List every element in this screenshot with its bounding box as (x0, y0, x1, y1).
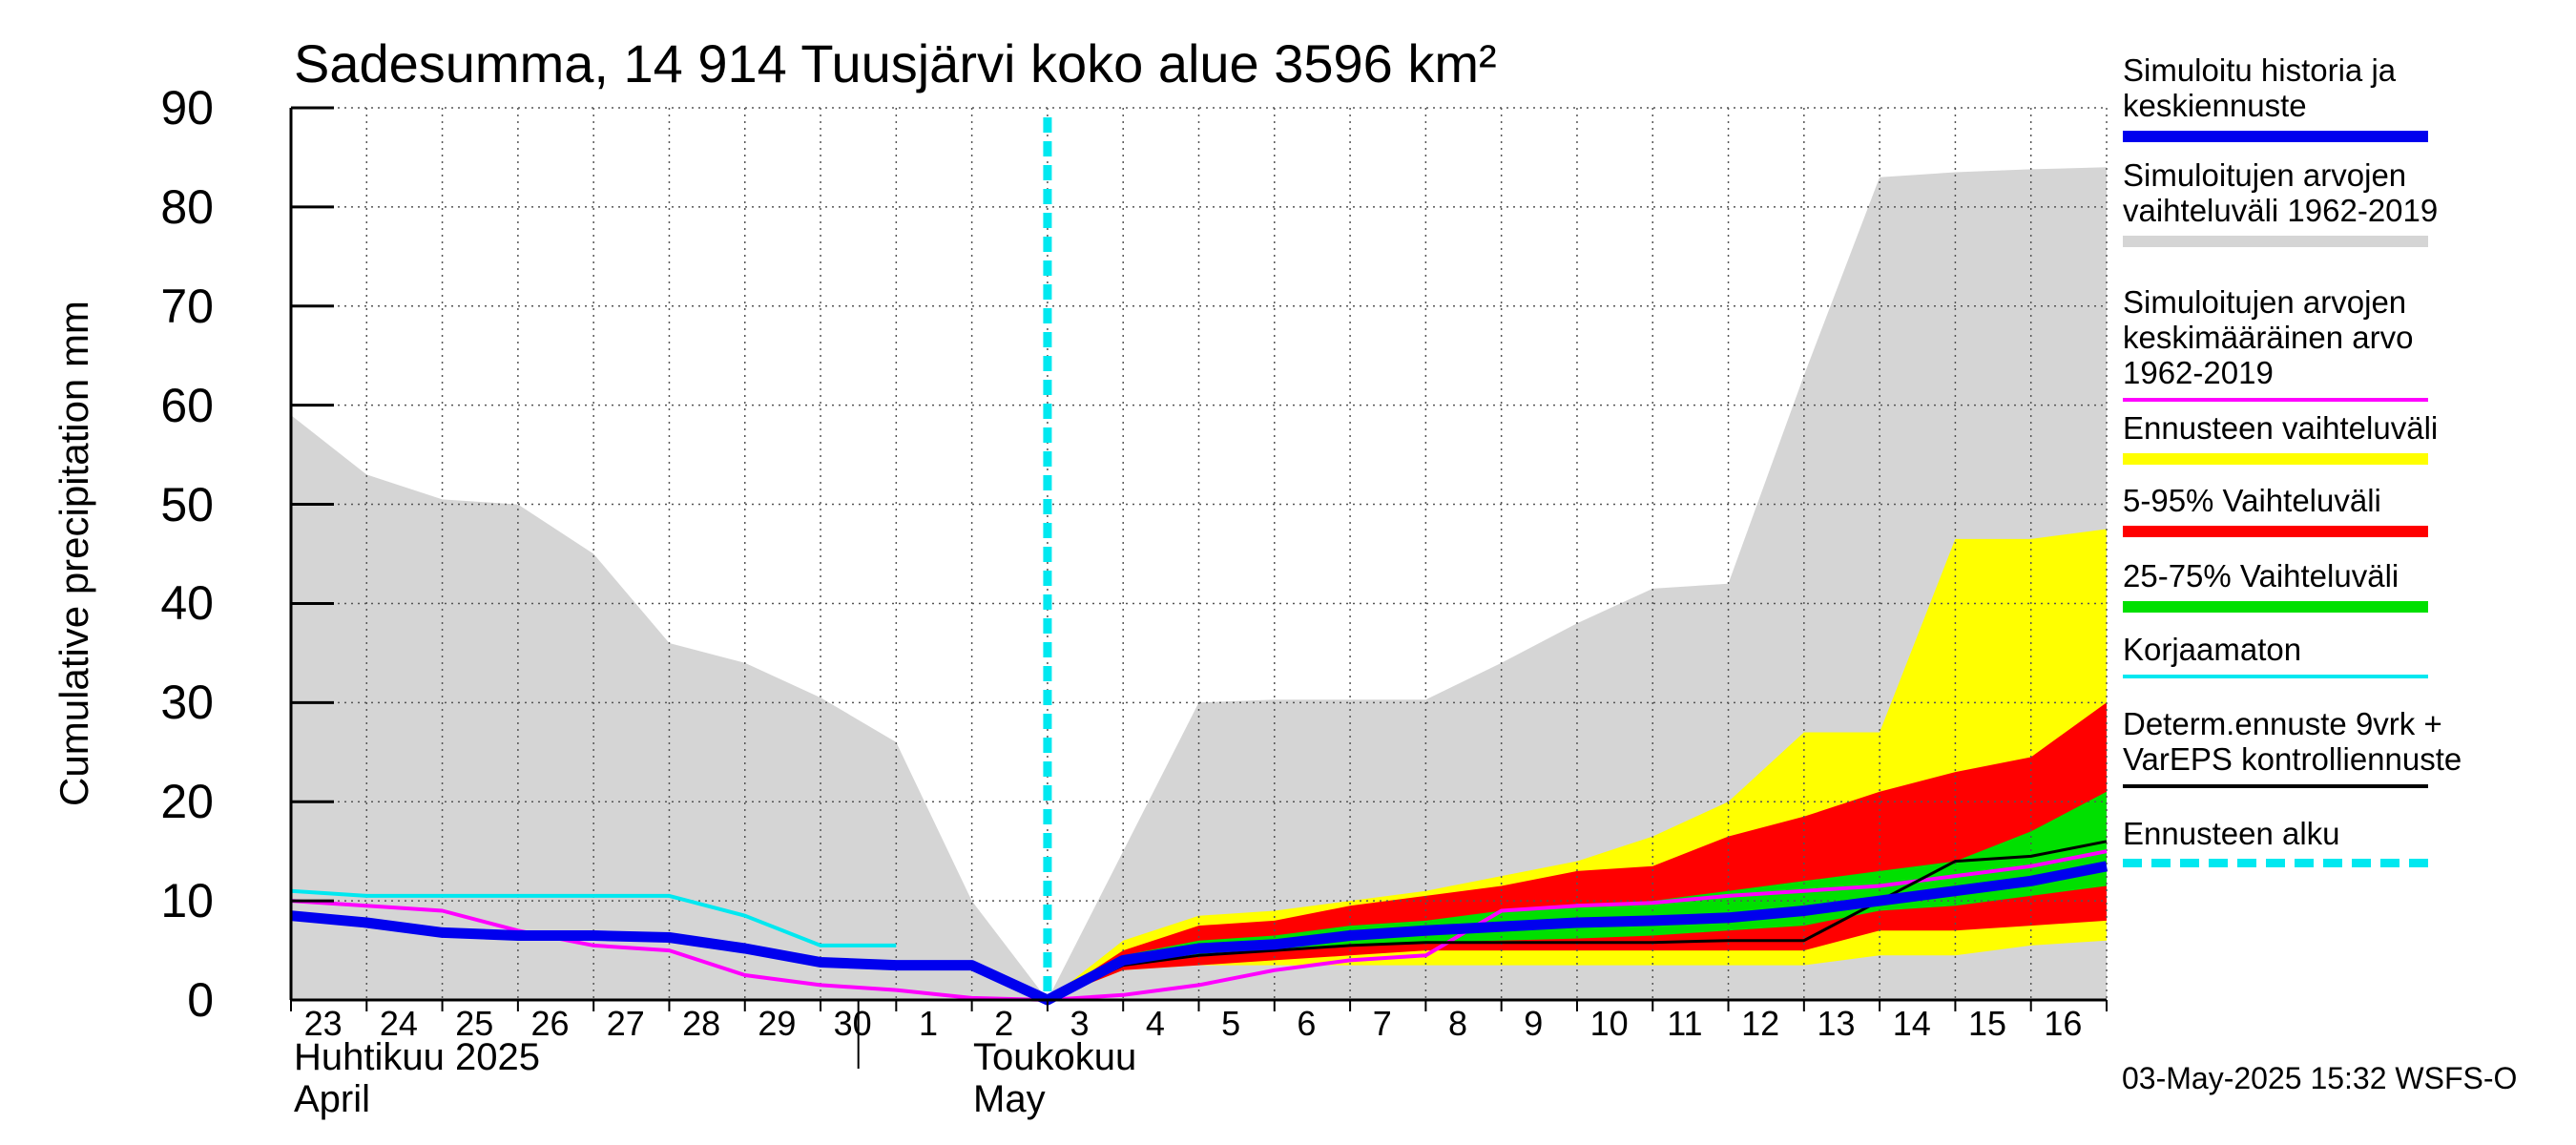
x-tick-label: 27 (606, 1004, 645, 1043)
x-tick-label: 4 (1145, 1004, 1165, 1043)
legend-item: Ennusteen vaihteluväli (2123, 410, 2562, 465)
legend-label: Ennusteen alku (2123, 816, 2340, 851)
y-tick-label: 90 (160, 81, 214, 135)
band-0 (291, 167, 2107, 1001)
y-tick-label: 50 (160, 477, 214, 531)
y-tick-label: 80 (160, 179, 214, 234)
legend-label: 25-75% Vaihteluväli (2123, 558, 2399, 593)
y-tick-label: 60 (160, 378, 214, 432)
legend-item: Simuloitu historia ja keskiennuste (2123, 52, 2562, 142)
legend-item: Simuloitujen arvojen keskimääräinen arvo… (2123, 284, 2562, 402)
series-line-1 (290, 849, 2108, 1002)
legend-swatch (2123, 859, 2428, 867)
chart-lines (290, 117, 2109, 1006)
legend-swatch (2123, 675, 2428, 678)
x-tick-label: 26 (530, 1004, 570, 1043)
legend-label: 5-95% Vaihteluväli (2123, 483, 2381, 518)
x-tick-label: 11 (1667, 1004, 1703, 1043)
x-tick-label: 8 (1448, 1004, 1468, 1043)
x-tick-label: 23 (303, 1004, 343, 1043)
legend-item: 25-75% Vaihteluväli (2123, 558, 2562, 613)
month-label-may-en: May (973, 1078, 1046, 1120)
x-tick-label: 30 (833, 1004, 872, 1043)
x-tick-label: 1 (918, 1004, 938, 1043)
x-tick-label: 10 (1589, 1004, 1629, 1043)
x-tick-label: 7 (1372, 1004, 1392, 1043)
month-label-april-en: April (294, 1078, 371, 1120)
band-2 (1047, 702, 2107, 1000)
legend-label: Simuloitujen arvojen keskimääräinen arvo… (2123, 284, 2414, 390)
x-tick-label: 9 (1524, 1004, 1544, 1043)
legend-swatch (2123, 398, 2428, 402)
legend-label: Simuloitujen arvojen vaihteluväli 1962-2… (2123, 157, 2439, 228)
x-tick-label: 2 (994, 1004, 1014, 1043)
chart-axes (289, 106, 2108, 1069)
y-tick-label: 10 (160, 874, 214, 928)
x-tick-label: 29 (758, 1004, 797, 1043)
y-tick-label: 40 (160, 576, 214, 631)
series-line-0 (290, 888, 897, 947)
legend-swatch (2123, 601, 2428, 613)
legend-item: 5-95% Vaihteluväli (2123, 483, 2562, 537)
x-tick-label: 28 (682, 1004, 721, 1043)
legend-label: Determ.ennuste 9vrk + VarEPS kontrollien… (2123, 706, 2462, 777)
x-tick-label: 6 (1297, 1004, 1317, 1043)
legend-label: Simuloitu historia ja keskiennuste (2123, 52, 2397, 123)
x-tick-label: 5 (1221, 1004, 1241, 1043)
legend-label: Korjaamaton (2123, 632, 2302, 667)
y-axis-label: Cumulative precipitation mm (52, 301, 96, 806)
y-tick-label: 30 (160, 676, 214, 730)
x-tick-label: 16 (2044, 1004, 2083, 1043)
series-line-2 (1047, 840, 2108, 1002)
legend-item: Simuloitujen arvojen vaihteluväli 1962-2… (2123, 157, 2562, 247)
legend-swatch (2123, 784, 2428, 788)
x-tick-label: 24 (379, 1004, 418, 1043)
x-tick-label: 25 (455, 1004, 494, 1043)
x-tick-label: 14 (1892, 1004, 1931, 1043)
x-tick-label: 12 (1741, 1004, 1780, 1043)
x-tick-label: 15 (1968, 1004, 2007, 1043)
y-tick-label: 0 (187, 973, 214, 1027)
chart-grid (291, 107, 2108, 1000)
y-tick-label: 70 (160, 279, 214, 333)
month-label-may-fi: Toukokuu (973, 1036, 1137, 1078)
x-tick-label: 13 (1817, 1004, 1856, 1043)
timestamp: 03-May-2025 15:32 WSFS-O (2122, 1061, 2518, 1095)
x-tick-label: 3 (1070, 1004, 1090, 1043)
legend-item: Ennusteen alku (2123, 816, 2562, 867)
chart-title: Sadesumma, 14 914 Tuusjärvi koko alue 35… (294, 33, 1497, 94)
legend-swatch (2123, 131, 2428, 142)
legend-item: Korjaamaton (2123, 632, 2562, 678)
month-label-april-fi: Huhtikuu 2025 (294, 1036, 540, 1078)
legend-swatch (2123, 236, 2428, 247)
y-tick-label: 20 (160, 775, 214, 829)
legend-swatch (2123, 526, 2428, 537)
legend-swatch (2123, 453, 2428, 465)
legend-item: Determ.ennuste 9vrk + VarEPS kontrollien… (2123, 706, 2562, 788)
legend-label: Ennusteen vaihteluväli (2123, 410, 2439, 446)
series-line-3 (290, 861, 2109, 1006)
